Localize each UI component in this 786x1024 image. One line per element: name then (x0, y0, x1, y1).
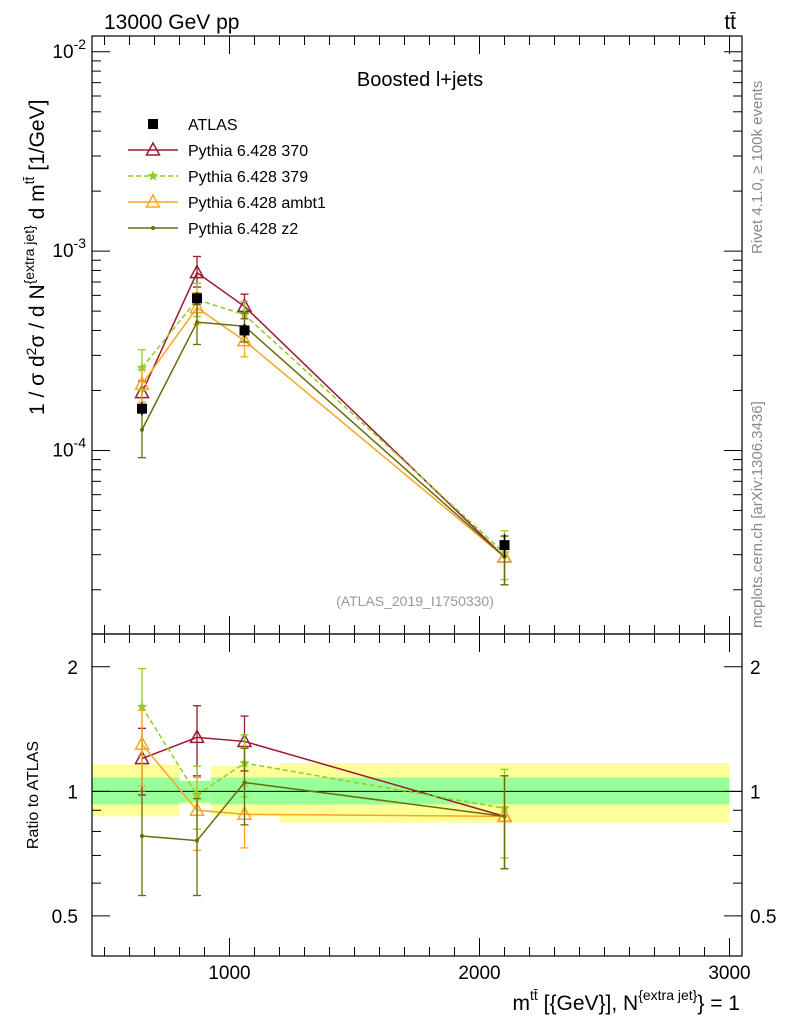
ratio-line (141, 736, 505, 818)
analysis-id: (ATLAS_2019_I1750330) (336, 593, 494, 609)
data-point (134, 375, 150, 390)
ratio-y-tick-label-right: 1 (750, 782, 761, 803)
y-tick-label: 10-2 (52, 36, 86, 63)
main-marks (134, 255, 513, 586)
ratio-point (134, 735, 150, 750)
legend-marker (147, 170, 159, 181)
data-point (189, 264, 205, 279)
energy-label: 13000 GeV pp (104, 11, 239, 34)
ratio-marks (92, 667, 742, 897)
ratio-point (195, 838, 199, 843)
legend-marker (145, 141, 161, 156)
atlas-point (499, 540, 510, 551)
ratio-point (140, 833, 144, 838)
atlas-point (137, 403, 147, 414)
ratio-line (141, 706, 505, 810)
mcplots-label: mcplots.cern.ch [arXiv:1306.3436] (749, 401, 766, 628)
ratio-y-tick-label: 1 (67, 782, 78, 803)
legend-label: Pythia 6.428 379 (188, 169, 308, 186)
x-axis-label: mtt̄ [{GeV}], N{extra jet}} = 1 (513, 987, 740, 1015)
x-tick-label: 3000 (708, 963, 750, 984)
legend-label: Pythia 6.428 z2 (188, 221, 298, 238)
ratio-y-tick-label-right: 2 (750, 658, 761, 679)
ratio-line (141, 781, 505, 842)
series-line (141, 321, 505, 558)
ratio-y-tick-label: 0.5 (52, 907, 78, 928)
series-line (141, 298, 506, 554)
ratio-point (189, 728, 205, 744)
data-point (140, 427, 144, 432)
y-axis-label-ratio: Ratio to ATLAS (25, 741, 42, 849)
legend-label: Pythia 6.428 370 (188, 143, 308, 160)
ratio-y-tick-label-right: 0.5 (750, 907, 776, 928)
legend-marker (145, 193, 161, 208)
legend-marker (148, 119, 158, 129)
data-point (236, 332, 253, 347)
x-tick-label: 2000 (458, 963, 500, 984)
chart-title: Boosted l+jets (357, 69, 483, 91)
atlas-point (239, 325, 250, 336)
legend-label: Pythia 6.428 ambt1 (188, 195, 326, 212)
process-label: tt̄ (724, 11, 736, 34)
legend-label: ATLAS (188, 117, 238, 134)
y-tick-label: 10-4 (52, 434, 86, 461)
main-panel: 10-2 10-3 10-4 Boosted l+jets (ATLAS_2019_… (52, 35, 743, 635)
y-tick-label: 10-3 (52, 235, 86, 262)
x-tick-label: 1000 (208, 963, 250, 984)
rivet-label: Rivet 4.1.0, ≥ 100k events (749, 81, 766, 254)
ratio-y-tick-label: 2 (67, 658, 78, 679)
main-axes: 10-2 10-3 10-4 (52, 36, 742, 634)
ratio-axes: 1000 2000 3000 2 2 1 1 0.5 0.5 (52, 634, 776, 984)
ratio-point (136, 701, 148, 712)
ratio-panel: 1000 2000 3000 2 2 1 1 0.5 0.5 (52, 633, 776, 984)
ratio-frame (91, 633, 743, 957)
ratio-point (502, 814, 507, 819)
atlas-point (192, 293, 202, 304)
y-axis-label-main: 1 / σ d2σ / d N{extra jet} d mtt̄ [1/GeV… (21, 100, 49, 415)
ratio-point (242, 780, 247, 785)
legend-marker (151, 226, 155, 230)
legend: ATLAS Pythia 6.428 370 Pythia 6.428 379 Pyt… (128, 117, 326, 238)
data-point (195, 320, 199, 325)
